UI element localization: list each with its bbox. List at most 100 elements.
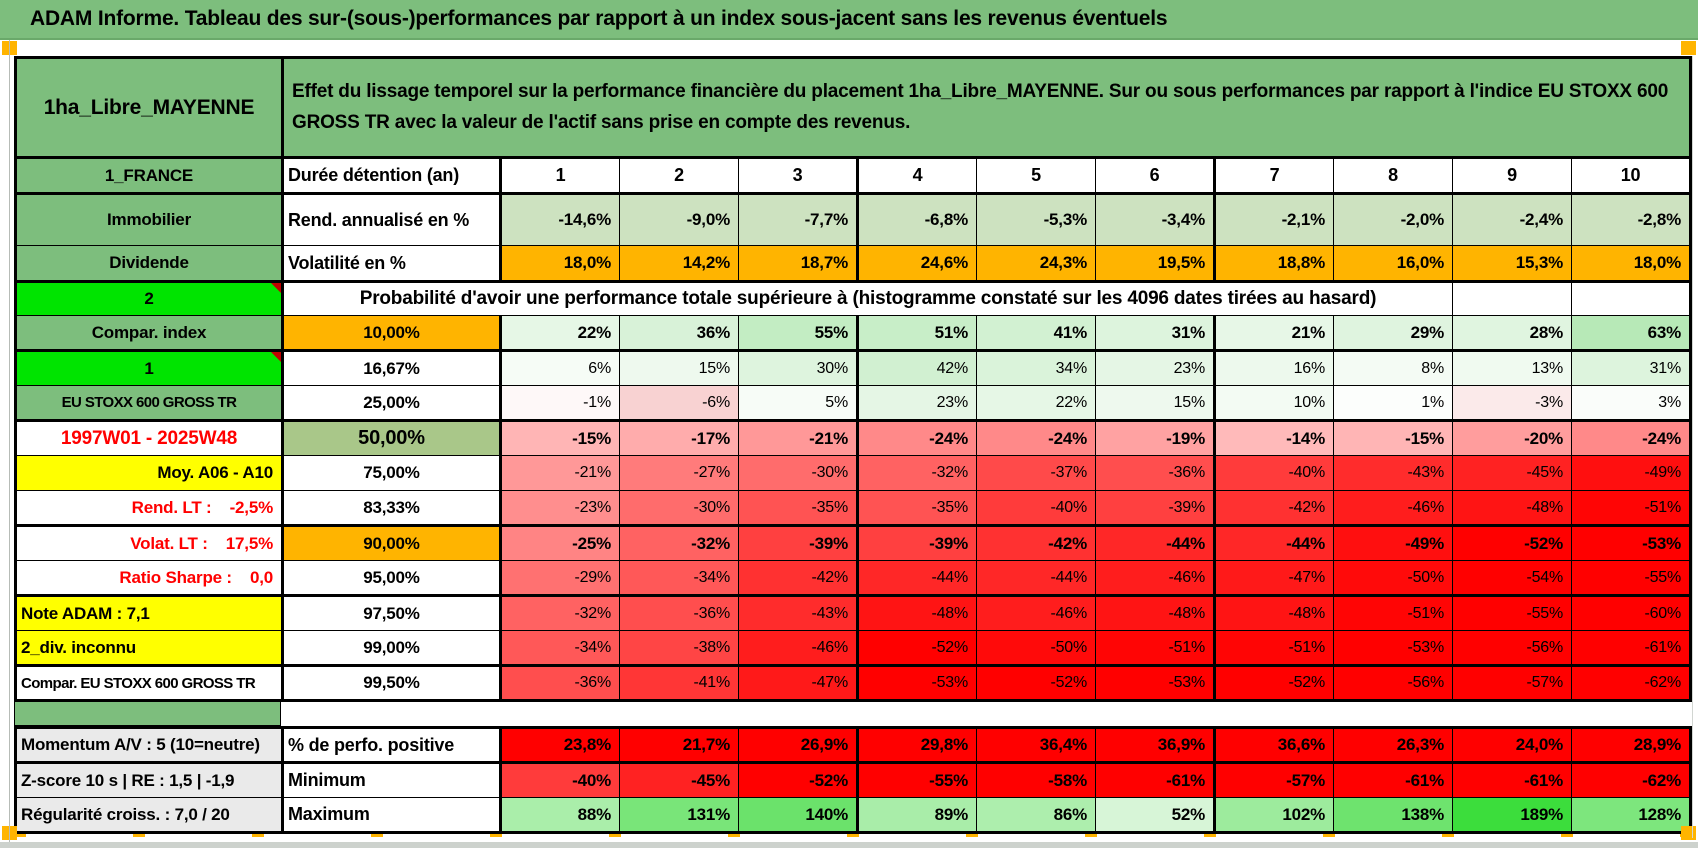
- grid-cell[interactable]: -20%: [1452, 419, 1572, 456]
- grid-cell[interactable]: 89%: [856, 797, 977, 833]
- grid-cell[interactable]: -53%: [856, 664, 977, 701]
- grid-cell[interactable]: -1%: [499, 385, 620, 421]
- grid-cell[interactable]: 31%: [1571, 349, 1691, 386]
- grid-cell[interactable]: -53%: [1095, 664, 1215, 701]
- metric-label[interactable]: Minimum: [281, 761, 501, 798]
- percentile-cell[interactable]: 25,00%: [281, 385, 501, 421]
- grid-cell[interactable]: -46%: [1333, 490, 1453, 526]
- grid-cell[interactable]: -15%: [499, 419, 620, 456]
- grid-cell[interactable]: 52%: [1095, 797, 1215, 833]
- grid-cell[interactable]: 21,7%: [619, 727, 739, 763]
- grid-cell[interactable]: 23%: [856, 385, 977, 421]
- grid-cell[interactable]: -40%: [976, 490, 1096, 526]
- asset-description-cell[interactable]: Effet du lissage temporel sur la perform…: [281, 57, 1691, 158]
- asset-name-cell[interactable]: 1ha_Libre_MAYENNE: [15, 57, 283, 158]
- grid-cell[interactable]: -44%: [1095, 524, 1215, 561]
- grid-cell[interactable]: -7,7%: [738, 192, 858, 246]
- grid-cell[interactable]: 10%: [1213, 385, 1334, 421]
- duration-header-cell[interactable]: 9: [1452, 156, 1572, 194]
- grid-cell[interactable]: 18,8%: [1213, 245, 1334, 282]
- grid-cell[interactable]: -21%: [738, 419, 858, 456]
- grid-cell[interactable]: -36%: [619, 594, 739, 631]
- grid-cell[interactable]: -47%: [738, 664, 858, 701]
- grid-cell[interactable]: 34%: [976, 349, 1096, 386]
- grid-cell[interactable]: -57%: [1452, 664, 1572, 701]
- grid-cell[interactable]: -44%: [1213, 524, 1334, 561]
- grid-cell[interactable]: -34%: [499, 630, 620, 666]
- grid-cell[interactable]: 5%: [738, 385, 858, 421]
- row-label[interactable]: Compar. EU STOXX 600 GROSS TR: [15, 664, 283, 701]
- grid-cell[interactable]: 140%: [738, 797, 858, 833]
- grid-cell[interactable]: 6%: [499, 349, 620, 386]
- duration-header-cell[interactable]: 5: [976, 156, 1096, 194]
- grid-cell[interactable]: -51%: [1095, 630, 1215, 666]
- grid-cell[interactable]: -53%: [1333, 630, 1453, 666]
- duration-header-cell[interactable]: 1: [499, 156, 620, 194]
- grid-cell[interactable]: 18,0%: [499, 245, 620, 282]
- row-label[interactable]: Régularité croiss. : 7,0 / 20: [15, 797, 283, 833]
- grid-cell[interactable]: 36,6%: [1213, 727, 1334, 763]
- grid-cell[interactable]: -38%: [619, 630, 739, 666]
- grid-cell[interactable]: -15%: [1333, 419, 1453, 456]
- grid-cell[interactable]: -62%: [1571, 664, 1691, 701]
- percentile-cell[interactable]: 75,00%: [281, 455, 501, 491]
- grid-cell[interactable]: 24,3%: [976, 245, 1096, 282]
- grid-cell[interactable]: 15,3%: [1452, 245, 1572, 282]
- percentile-cell[interactable]: 99,00%: [281, 630, 501, 666]
- grid-cell[interactable]: 23%: [1095, 349, 1215, 386]
- grid-cell[interactable]: -25%: [499, 524, 620, 561]
- percentile-cell[interactable]: 10,00%: [281, 315, 501, 351]
- grid-cell[interactable]: -46%: [738, 630, 858, 666]
- grid-cell[interactable]: -56%: [1452, 630, 1572, 666]
- grid-cell[interactable]: -42%: [738, 560, 858, 596]
- percentile-cell[interactable]: 83,33%: [281, 490, 501, 526]
- metric-label[interactable]: Rend. annualisé en %: [281, 192, 501, 246]
- grid-cell[interactable]: -3,4%: [1095, 192, 1215, 246]
- metric-label[interactable]: Durée détention (an): [281, 156, 501, 194]
- grid-cell[interactable]: -24%: [856, 419, 977, 456]
- grid-cell[interactable]: 3%: [1571, 385, 1691, 421]
- grid-cell[interactable]: -46%: [1095, 560, 1215, 596]
- percentile-cell[interactable]: 50,00%: [281, 419, 501, 456]
- grid-cell[interactable]: -60%: [1571, 594, 1691, 631]
- grid-cell[interactable]: -39%: [738, 524, 858, 561]
- metric-label[interactable]: Volatilité en %: [281, 245, 501, 282]
- grid-cell[interactable]: -35%: [856, 490, 977, 526]
- duration-header-cell[interactable]: 4: [856, 156, 977, 194]
- grid-cell[interactable]: -24%: [1571, 419, 1691, 456]
- grid-cell[interactable]: 24,6%: [856, 245, 977, 282]
- grid-cell[interactable]: -54%: [1452, 560, 1572, 596]
- empty-cell[interactable]: [1452, 280, 1572, 316]
- grid-cell[interactable]: -49%: [1571, 455, 1691, 491]
- row-label[interactable]: 2: [15, 280, 283, 316]
- grid-cell[interactable]: -29%: [499, 560, 620, 596]
- grid-cell[interactable]: -30%: [619, 490, 739, 526]
- grid-cell[interactable]: -53%: [1571, 524, 1691, 561]
- grid-cell[interactable]: -48%: [1452, 490, 1572, 526]
- grid-cell[interactable]: -40%: [499, 761, 620, 798]
- grid-cell[interactable]: -45%: [1452, 455, 1572, 491]
- grid-cell[interactable]: -52%: [1213, 664, 1334, 701]
- row-label[interactable]: Moy. A06 - A10: [15, 455, 283, 491]
- grid-cell[interactable]: -27%: [619, 455, 739, 491]
- probability-banner-text[interactable]: Probabilité d'avoir une performance tota…: [281, 280, 1453, 316]
- grid-cell[interactable]: 31%: [1095, 315, 1215, 351]
- print-area-handle-bottom-right[interactable]: [1681, 826, 1696, 840]
- grid-cell[interactable]: 29,8%: [856, 727, 977, 763]
- grid-cell[interactable]: -49%: [1333, 524, 1453, 561]
- grid-cell[interactable]: 55%: [738, 315, 858, 351]
- duration-header-cell[interactable]: 7: [1213, 156, 1334, 194]
- grid-cell[interactable]: 22%: [499, 315, 620, 351]
- grid-cell[interactable]: 138%: [1333, 797, 1453, 833]
- grid-cell[interactable]: 131%: [619, 797, 739, 833]
- grid-cell[interactable]: 22%: [976, 385, 1096, 421]
- grid-cell[interactable]: 88%: [499, 797, 620, 833]
- metric-label[interactable]: Maximum: [281, 797, 501, 833]
- grid-cell[interactable]: -41%: [619, 664, 739, 701]
- percentile-cell[interactable]: 16,67%: [281, 349, 501, 386]
- row-label[interactable]: Z-score 10 s | RE : 1,5 | -1,9: [15, 761, 283, 798]
- row-label[interactable]: 1_FRANCE: [15, 156, 283, 194]
- duration-header-cell[interactable]: 3: [738, 156, 858, 194]
- grid-cell[interactable]: -19%: [1095, 419, 1215, 456]
- grid-cell[interactable]: -6%: [619, 385, 739, 421]
